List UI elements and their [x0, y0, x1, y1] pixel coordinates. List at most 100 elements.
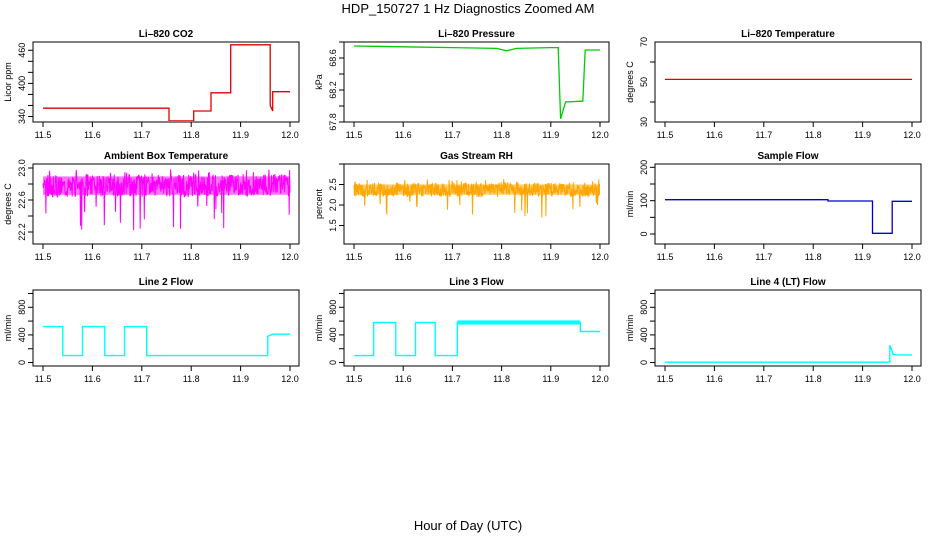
y-tick-label: 68.2: [328, 81, 338, 99]
plot-frame: [654, 41, 922, 123]
x-tick-label: 11.8: [493, 252, 510, 262]
x-tick-label: 12.0: [281, 374, 299, 384]
subplot-title: Ambient Box Temperature: [104, 151, 229, 162]
x-tick-label: 11.5: [346, 252, 363, 262]
subplot-title: Li–820 CO2: [139, 29, 194, 40]
series-line-0: [353, 45, 600, 119]
plot-area: [353, 45, 600, 119]
x-tick-label: 11.6: [84, 374, 101, 384]
plot-frame: [654, 163, 922, 245]
x-tick-label: 11.8: [805, 130, 822, 140]
subplot-0: Li–820 CO2 11.5 11.6 11.7 11.8 11.9 12.0 340 400…: [3, 29, 300, 140]
y-axis-label: degrees C: [625, 61, 635, 103]
x-tick-label: 11.7: [133, 130, 150, 140]
y-tick-label: 22.6: [17, 191, 27, 209]
x-tick-label: 12.0: [591, 130, 609, 140]
y-tick-label: 68.6: [328, 49, 338, 67]
y-tick-label: 200: [639, 160, 649, 175]
subplot-title: Gas Stream RH: [440, 151, 513, 162]
subplot-title: Sample Flow: [757, 151, 818, 162]
x-tick-label: 11.5: [35, 374, 52, 384]
plot-frame: [654, 289, 922, 367]
y-tick-label: 0: [639, 231, 649, 236]
y-tick-label: 400: [328, 327, 338, 342]
subplot-6: Line 2 Flow 11.5 11.6 11.7 11.8 11.9 12.0 0 400 8…: [3, 277, 300, 384]
subplot-3: Ambient Box Temperature 11.5 11.6 11.7 11.8 1…: [3, 151, 300, 262]
x-tick-label: 11.9: [542, 374, 559, 384]
x-tick-label: 11.7: [755, 130, 772, 140]
plot-area: [42, 169, 291, 231]
x-tick-label: 11.8: [493, 130, 510, 140]
y-axis-label: ml/min: [625, 191, 635, 218]
subplot-title: Line 3 Flow: [449, 277, 504, 288]
x-tick-label: 11.7: [755, 252, 772, 262]
series-line-0: [43, 44, 290, 121]
x-tick-label: 11.5: [657, 252, 674, 262]
y-tick-label: 2.5: [328, 178, 338, 191]
y-axis-label: ml/min: [314, 315, 324, 342]
x-tick-label: 12.0: [591, 374, 609, 384]
series-line-0: [354, 321, 600, 357]
subplot-title: Li–820 Pressure: [438, 29, 515, 40]
x-tick-label: 11.8: [493, 374, 510, 384]
series-line-0: [665, 199, 912, 234]
x-tick-label: 11.9: [854, 374, 871, 384]
y-axis-label: degrees C: [3, 183, 13, 225]
x-tick-label: 11.6: [84, 130, 101, 140]
x-tick-label: 12.0: [903, 374, 921, 384]
y-axis-label: ml/min: [3, 315, 13, 342]
subplot-5: Sample Flow 11.5 11.6 11.7 11.8 11.9 12.0 0 100 2…: [625, 151, 922, 262]
plot-area: [665, 345, 912, 363]
x-tick-label: 11.9: [232, 252, 249, 262]
y-tick-label: 0: [328, 360, 338, 365]
y-tick-label: 23.0: [17, 159, 27, 177]
signal-band: [43, 176, 290, 195]
subplot-2: Li–820 Temperature 11.5 11.6 11.7 11.8 11.9 12…: [625, 29, 922, 140]
y-tick-label: 400: [17, 327, 27, 342]
subplot-1: Li–820 Pressure 11.5 11.6 11.7 11.8 11.9 12.0 6…: [314, 29, 610, 140]
x-tick-label: 11.9: [854, 252, 871, 262]
plot-frame: [343, 163, 610, 245]
x-tick-label: 11.5: [346, 374, 363, 384]
x-tick-label: 11.6: [395, 252, 412, 262]
x-tick-label: 11.7: [755, 374, 772, 384]
x-tick-label: 11.6: [395, 374, 412, 384]
x-tick-label: 11.9: [232, 374, 249, 384]
x-tick-label: 11.5: [657, 374, 674, 384]
x-tick-label: 11.8: [183, 252, 200, 262]
x-tick-label: 11.8: [183, 130, 200, 140]
x-tick-label: 11.9: [542, 252, 559, 262]
x-tick-label: 12.0: [591, 252, 609, 262]
series-line-0: [665, 345, 912, 363]
plot-frame: [32, 163, 300, 245]
y-tick-label: 70: [639, 37, 649, 47]
y-tick-label: 1.5: [328, 219, 338, 232]
plot-area: [353, 178, 601, 218]
y-tick-label: 400: [639, 327, 649, 342]
x-tick-label: 11.7: [133, 374, 150, 384]
plot-area: [43, 325, 290, 357]
x-tick-label: 11.5: [657, 130, 674, 140]
plot-area: [43, 44, 290, 121]
plot-frame: [32, 289, 300, 367]
y-tick-label: 400: [17, 76, 27, 91]
x-tick-label: 11.8: [805, 252, 822, 262]
plot-area: [354, 320, 600, 357]
y-axis-label: ml/min: [625, 315, 635, 342]
plot-frame: [343, 41, 610, 123]
y-tick-label: 50: [639, 77, 649, 87]
plot-area: [665, 199, 912, 234]
x-tick-label: 11.6: [706, 374, 723, 384]
x-tick-label: 11.7: [444, 252, 461, 262]
plot-frame: [32, 41, 300, 123]
y-tick-label: 800: [17, 300, 27, 315]
subplot-7: Line 3 Flow 11.5 11.6 11.7 11.8 11.9 12.0 0 400 8…: [314, 277, 610, 384]
subplot-title: Line 4 (LT) Flow: [750, 277, 826, 288]
y-axis-label: percent: [314, 188, 324, 219]
y-tick-label: 100: [639, 193, 649, 208]
x-tick-label: 11.5: [346, 130, 363, 140]
y-axis-label: Licor ppm: [3, 62, 13, 102]
y-tick-label: 340: [17, 109, 27, 124]
plot-frame: [343, 289, 610, 367]
